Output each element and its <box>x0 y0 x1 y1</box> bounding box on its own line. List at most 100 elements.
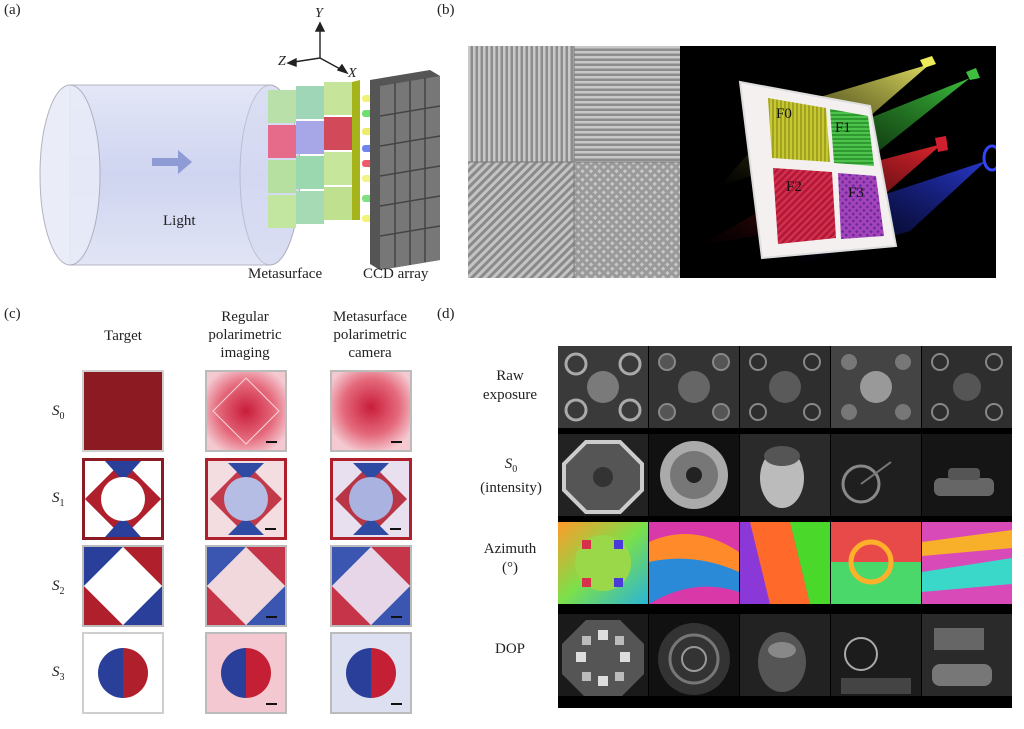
meta-s1-tile <box>330 458 412 540</box>
row-label-s1: S1 <box>52 490 65 509</box>
axis-icon <box>286 21 349 75</box>
scale-bar <box>391 616 402 618</box>
blue-emitter-icon <box>982 144 1002 172</box>
row-label-raw: Raw exposure <box>470 367 550 405</box>
col-header-regular-line3: imaging <box>220 345 270 361</box>
regular-s3-tile <box>205 632 287 714</box>
meta-s3-tile <box>330 632 412 714</box>
col-header-regular: Regular polarimetric imaging <box>190 308 300 362</box>
regular-s1-image <box>208 461 284 537</box>
panel-label-c: (c) <box>4 306 21 322</box>
f1-label: F1 <box>835 120 851 136</box>
red-emitter-icon <box>935 136 948 152</box>
dop-image-5 <box>922 614 1012 696</box>
meta-s0-tile <box>330 370 412 452</box>
col-header-meta-line2: polarimetric <box>333 327 407 343</box>
raw-image-1 <box>558 346 648 428</box>
col-header-regular-line2: polarimetric <box>208 327 282 343</box>
regular-s2-image <box>207 547 285 625</box>
scale-bar <box>391 441 402 443</box>
panel-b-grating-sem <box>468 46 680 278</box>
row-label-s0-line2: (intensity) <box>480 480 542 496</box>
dop-image-1 <box>558 614 648 696</box>
col-header-meta-line3: camera <box>348 345 392 361</box>
row-label-raw-line2: exposure <box>482 387 538 403</box>
target-s3-tile <box>82 632 164 714</box>
panel-a-illustration: Y Z X Light Metasurface CCD array <box>30 6 441 300</box>
azimuth-image-4 <box>831 522 921 604</box>
regular-s0-tile <box>205 370 287 452</box>
col-header-regular-line1: Regular <box>221 309 269 325</box>
azimuth-image-2 <box>649 522 739 604</box>
metasurface-label: Metasurface <box>248 266 323 282</box>
f3-label: F3 <box>848 185 864 201</box>
grating-image <box>468 46 680 278</box>
s0-image-3 <box>740 434 830 516</box>
azimuth-image-1 <box>558 522 648 604</box>
dop-image-4 <box>831 614 921 696</box>
target-s1-tile <box>82 458 164 540</box>
scale-bar <box>391 703 402 705</box>
panel-b-render: F0 F1 F2 F3 <box>680 46 1002 278</box>
yellow-emitter-icon <box>920 56 936 68</box>
row-label-s0-line1: S0 <box>504 456 518 475</box>
metasurface-render-image <box>700 56 1002 266</box>
metasurface-grid <box>268 80 360 228</box>
col-header-target: Target <box>104 328 142 344</box>
dop-image-2 <box>649 614 739 696</box>
f2-label: F2 <box>786 179 802 195</box>
ccd-array-label: CCD array <box>363 266 429 282</box>
panel-d-image-grid <box>558 346 1012 708</box>
ccd-array <box>370 70 441 270</box>
scale-bar <box>390 528 401 530</box>
panel-label-a: (a) <box>4 2 21 18</box>
row-label-azimuth-line1: Azimuth <box>483 541 537 557</box>
scale-bar <box>266 616 277 618</box>
meta-s0-image <box>332 372 410 450</box>
target-s2-tile <box>82 545 164 627</box>
scale-bar <box>265 528 276 530</box>
light-arrow-icon <box>152 150 192 174</box>
f0-label: F0 <box>776 106 792 122</box>
meta-s2-image <box>332 547 410 625</box>
row-label-s2: S2 <box>52 578 65 597</box>
target-s2-image <box>84 547 162 625</box>
target-s3-image <box>98 648 148 698</box>
s0-image-5 <box>922 434 1012 516</box>
row-label-s0: S0 <box>52 403 65 422</box>
raw-image-5 <box>922 346 1012 428</box>
regular-s2-tile <box>205 545 287 627</box>
panel-label-b: (b) <box>437 2 455 18</box>
dop-image-3 <box>740 614 830 696</box>
metasurface-camera-diagram <box>39 21 441 270</box>
azimuth-image-3 <box>740 522 830 604</box>
raw-image-2 <box>649 346 739 428</box>
regular-s1-tile <box>205 458 287 540</box>
meta-s3-image <box>332 634 410 712</box>
green-emitter-icon <box>966 68 980 80</box>
s0-image-1 <box>558 434 648 516</box>
panel-label-d: (d) <box>437 306 455 322</box>
target-s0-tile <box>82 370 164 452</box>
scale-bar <box>266 441 277 443</box>
regular-s3-image <box>207 634 285 712</box>
row-label-s3: S3 <box>52 664 65 683</box>
col-header-metasurface: Metasurface polarimetric camera <box>315 308 425 362</box>
regular-s0-image <box>207 372 285 450</box>
scale-bar <box>266 703 277 705</box>
s0-image-2 <box>649 434 739 516</box>
azimuth-image-5 <box>922 522 1012 604</box>
row-label-s0-intensity: S0 (intensity) <box>468 455 554 498</box>
row-label-azimuth: Azimuth (°) <box>470 540 550 578</box>
axis-y-label: Y <box>315 6 323 21</box>
axis-x-label: X <box>348 66 357 81</box>
row-label-azimuth-line2: (°) <box>502 560 518 576</box>
raw-image-3 <box>740 346 830 428</box>
row-label-raw-line1: Raw <box>496 368 524 384</box>
light-label: Light <box>163 213 196 229</box>
s0-image-4 <box>831 434 921 516</box>
target-s1-image <box>85 461 161 537</box>
row-label-dop: DOP <box>494 641 525 657</box>
col-header-meta-line1: Metasurface <box>332 309 408 325</box>
meta-s2-tile <box>330 545 412 627</box>
